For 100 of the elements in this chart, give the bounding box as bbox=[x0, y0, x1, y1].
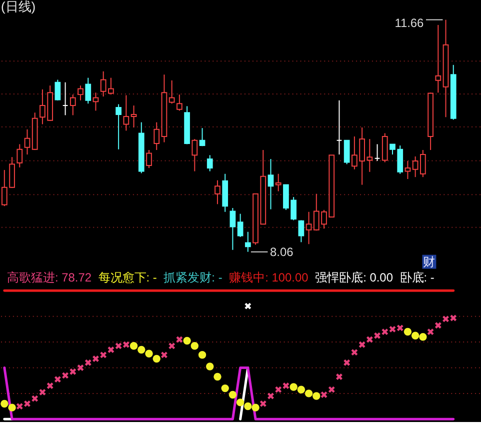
candlestick bbox=[154, 122, 160, 150]
candlestick bbox=[306, 211, 312, 245]
text: 高歌猛进: 78.72 bbox=[6, 270, 92, 285]
candlestick bbox=[192, 138, 198, 172]
point bbox=[282, 382, 290, 390]
chart-title: (日线) bbox=[0, 0, 36, 14]
candlestick bbox=[85, 77, 92, 104]
point bbox=[138, 346, 146, 354]
candlestick bbox=[298, 220, 304, 243]
point bbox=[130, 342, 138, 350]
candlestick bbox=[78, 85, 84, 101]
point bbox=[107, 346, 114, 354]
point bbox=[8, 404, 16, 412]
point bbox=[244, 302, 252, 310]
point bbox=[290, 383, 298, 391]
point bbox=[214, 372, 222, 381]
point bbox=[69, 368, 76, 376]
point bbox=[62, 372, 69, 379]
point bbox=[374, 332, 381, 340]
point bbox=[244, 402, 252, 410]
candlestick bbox=[130, 105, 137, 128]
point bbox=[92, 355, 100, 362]
candlestick bbox=[336, 100, 342, 156]
point bbox=[260, 400, 267, 408]
point bbox=[267, 392, 274, 400]
annotation: 8.06 bbox=[270, 244, 294, 259]
point bbox=[46, 382, 54, 390]
candlestick bbox=[237, 213, 244, 238]
point bbox=[411, 332, 420, 340]
point bbox=[336, 373, 343, 380]
candlestick bbox=[54, 79, 61, 101]
point bbox=[0, 400, 8, 408]
point bbox=[176, 336, 183, 344]
point bbox=[358, 341, 366, 348]
candlestick bbox=[404, 160, 411, 180]
point bbox=[152, 354, 160, 363]
point bbox=[100, 351, 107, 358]
point bbox=[84, 359, 92, 366]
candlestick bbox=[16, 144, 23, 168]
point bbox=[404, 328, 412, 336]
point bbox=[76, 364, 84, 372]
candlestick bbox=[146, 149, 152, 169]
point bbox=[297, 386, 306, 394]
point bbox=[350, 348, 358, 356]
legend-label: 抓紧发财: - bbox=[164, 270, 222, 285]
candlestick bbox=[382, 132, 388, 163]
point bbox=[388, 326, 396, 333]
candlestick bbox=[24, 128, 30, 156]
candlestick bbox=[116, 104, 122, 150]
candlestick bbox=[230, 208, 236, 250]
point bbox=[54, 376, 62, 383]
point bbox=[427, 328, 434, 336]
candlestick bbox=[435, 24, 442, 94]
point bbox=[31, 395, 38, 402]
candlestick bbox=[275, 173, 282, 192]
point bbox=[274, 386, 282, 394]
annotation: 11.66 bbox=[394, 16, 424, 30]
point bbox=[168, 342, 176, 350]
point bbox=[122, 341, 130, 348]
text: 财 bbox=[423, 254, 436, 269]
text: 每况愈下: - bbox=[98, 270, 157, 285]
point bbox=[160, 351, 168, 358]
point bbox=[312, 392, 320, 400]
candlestick bbox=[344, 140, 350, 165]
candlestick bbox=[206, 154, 213, 172]
candlestick bbox=[214, 180, 220, 205]
candlestick bbox=[374, 144, 380, 162]
candlestick bbox=[199, 128, 206, 147]
point bbox=[198, 351, 206, 359]
point bbox=[434, 322, 442, 329]
candlestick bbox=[244, 231, 251, 252]
point bbox=[206, 362, 214, 370]
point bbox=[450, 314, 457, 322]
candlestick bbox=[70, 94, 76, 116]
candlestick bbox=[268, 158, 274, 210]
point bbox=[442, 315, 450, 322]
point bbox=[16, 402, 24, 410]
point bbox=[115, 342, 122, 350]
candlestick bbox=[176, 94, 182, 112]
point bbox=[236, 398, 244, 406]
point bbox=[396, 324, 404, 332]
text: 强悍卧底: 0.00 bbox=[315, 270, 394, 285]
point bbox=[228, 390, 237, 399]
candlestick bbox=[123, 94, 130, 132]
point bbox=[419, 333, 427, 341]
text: 卧底: - bbox=[400, 270, 434, 285]
series-label: 赚钱中: 100.00 bbox=[229, 270, 309, 285]
point bbox=[24, 400, 31, 408]
point bbox=[320, 391, 328, 398]
candlestick bbox=[168, 80, 175, 104]
point bbox=[381, 328, 388, 336]
candlestick bbox=[92, 92, 99, 112]
point bbox=[328, 386, 336, 394]
point bbox=[145, 350, 153, 358]
point bbox=[366, 336, 374, 344]
candlestick bbox=[62, 82, 68, 116]
point bbox=[252, 404, 260, 412]
point bbox=[221, 384, 229, 392]
point bbox=[183, 336, 191, 345]
point bbox=[304, 390, 313, 398]
